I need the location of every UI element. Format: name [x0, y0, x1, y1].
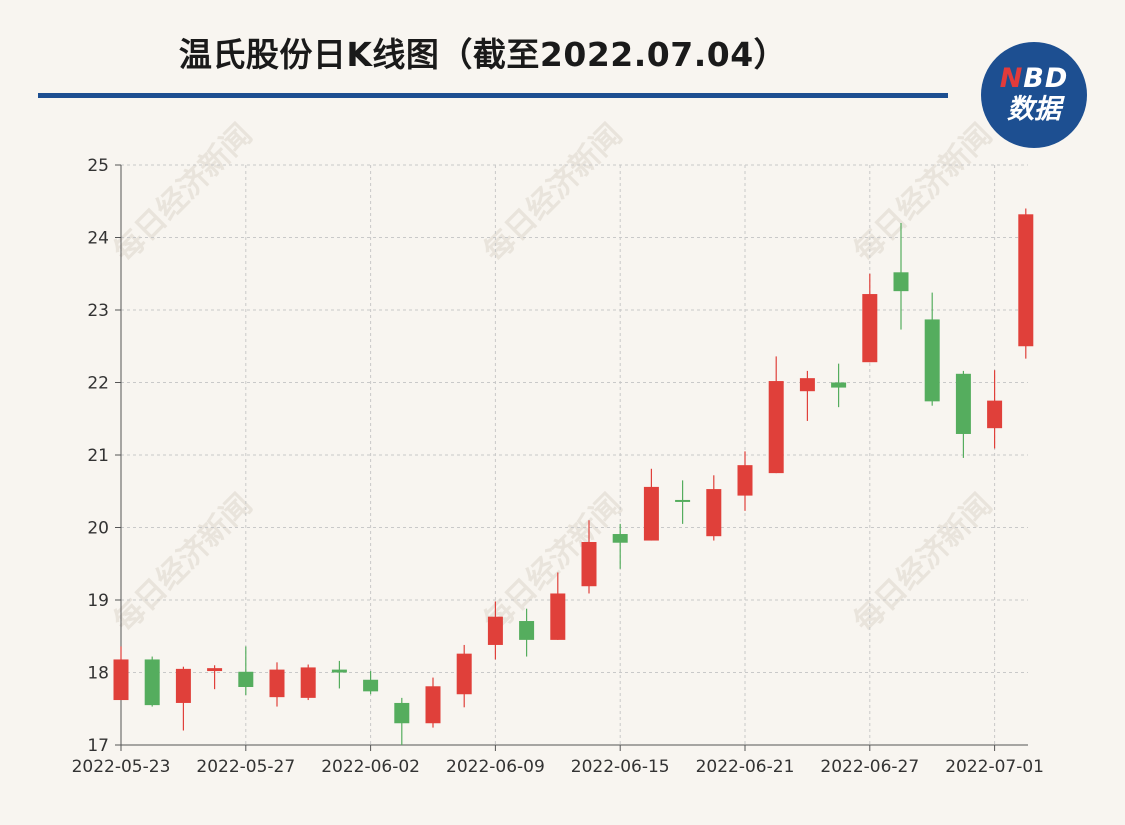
x-tick-label: 2022-06-27 — [820, 757, 919, 777]
title-underline — [38, 93, 948, 98]
candle-body — [799, 378, 815, 392]
chart-title: 温氏股份日K线图（截至2022.07.04） — [178, 35, 788, 74]
logo-data-text: 数据 — [1007, 94, 1061, 125]
candle — [425, 677, 441, 728]
y-tick-label: 17 — [87, 736, 109, 756]
x-tick-label: 2022-06-09 — [446, 757, 545, 777]
logo-n: N — [999, 63, 1024, 94]
candle — [831, 363, 847, 408]
logo-nbd-text: NBD — [1000, 64, 1069, 94]
candle — [113, 646, 129, 701]
candle-body — [238, 671, 254, 687]
y-tick-label: 23 — [87, 301, 109, 321]
candle-body — [363, 679, 379, 692]
candle — [144, 656, 160, 707]
candle-body — [113, 659, 129, 701]
candle-body — [612, 534, 628, 543]
candle-body — [862, 294, 878, 363]
candle — [799, 370, 815, 421]
x-tick-label: 2022-05-27 — [196, 757, 295, 777]
candle-body — [144, 659, 160, 706]
candle-body — [1018, 214, 1034, 347]
candle-body — [394, 702, 410, 724]
candle — [207, 665, 223, 690]
candle — [269, 662, 285, 707]
y-tick-label: 18 — [87, 664, 109, 684]
candles — [113, 208, 1034, 745]
grid-lines — [121, 164, 1028, 745]
candle-body — [331, 669, 347, 673]
y-tick-label: 21 — [87, 446, 109, 466]
watermark-text: 每日经济新闻 — [107, 487, 259, 639]
candle-body — [706, 489, 722, 537]
x-tick-label: 2022-06-21 — [696, 757, 795, 777]
y-axis-ticks: 17 18 19 20 21 22 23 24 25 — [87, 156, 121, 756]
candle-body — [831, 382, 847, 388]
candle — [363, 671, 379, 695]
candle — [394, 697, 410, 745]
candle-body — [519, 621, 535, 640]
candle — [643, 468, 659, 541]
candle — [612, 523, 628, 569]
candle — [519, 608, 535, 657]
candle-body — [987, 400, 1003, 429]
candle — [924, 292, 940, 406]
x-tick-label: 2022-07-01 — [945, 757, 1044, 777]
candle — [550, 572, 566, 640]
candle — [1018, 208, 1034, 359]
candle — [706, 475, 722, 541]
candle — [862, 273, 878, 363]
watermark-text: 每日经济新闻 — [847, 117, 999, 269]
y-tick-label: 20 — [87, 519, 109, 539]
candle-body — [955, 373, 971, 434]
watermark-text: 每日经济新闻 — [477, 117, 629, 269]
y-tick-label: 19 — [87, 591, 109, 611]
candle — [987, 370, 1003, 449]
candle — [331, 660, 347, 689]
candle-body — [924, 319, 940, 402]
candle — [768, 356, 784, 474]
candle — [955, 370, 971, 458]
candle — [675, 480, 691, 524]
candle-body — [269, 669, 285, 698]
candle — [893, 223, 909, 330]
logo-bd: BD — [1023, 63, 1069, 94]
candle-body — [456, 653, 472, 695]
candle — [300, 664, 316, 701]
candle-body — [425, 686, 441, 724]
y-tick-label: 24 — [87, 229, 109, 249]
candle-body — [581, 542, 597, 587]
x-tick-label: 2022-06-15 — [571, 757, 670, 777]
x-tick-label: 2022-05-23 — [72, 757, 171, 777]
candle — [487, 601, 503, 660]
nbd-logo: NBD 数据 — [981, 42, 1087, 148]
candle-body — [643, 486, 659, 541]
candle-body — [737, 465, 753, 496]
y-tick-label: 25 — [87, 156, 109, 176]
candle-body — [893, 272, 909, 292]
candle-body — [675, 499, 691, 502]
candle — [581, 520, 597, 594]
y-tick-label: 22 — [87, 374, 109, 394]
x-tick-label: 2022-06-02 — [321, 757, 420, 777]
candle — [175, 666, 191, 731]
candle-body — [300, 667, 316, 698]
watermark-text: 每日经济新闻 — [107, 117, 259, 269]
candle — [737, 451, 753, 511]
candle-body — [175, 668, 191, 703]
candle — [238, 646, 254, 695]
candle-body — [550, 593, 566, 640]
x-axis-ticks: 2022-05-23 2022-05-27 2022-06-02 2022-06-09… — [72, 745, 1044, 777]
candle-body — [207, 668, 223, 672]
candle — [456, 644, 472, 708]
candle-body — [487, 616, 503, 645]
candle-body — [768, 381, 784, 474]
